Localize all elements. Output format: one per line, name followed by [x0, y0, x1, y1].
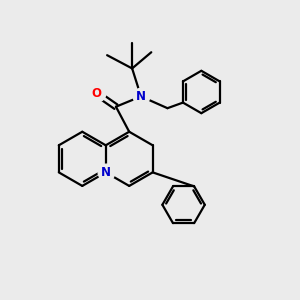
Text: N: N — [101, 166, 111, 179]
Text: O: O — [92, 87, 102, 100]
Text: N: N — [136, 90, 146, 103]
